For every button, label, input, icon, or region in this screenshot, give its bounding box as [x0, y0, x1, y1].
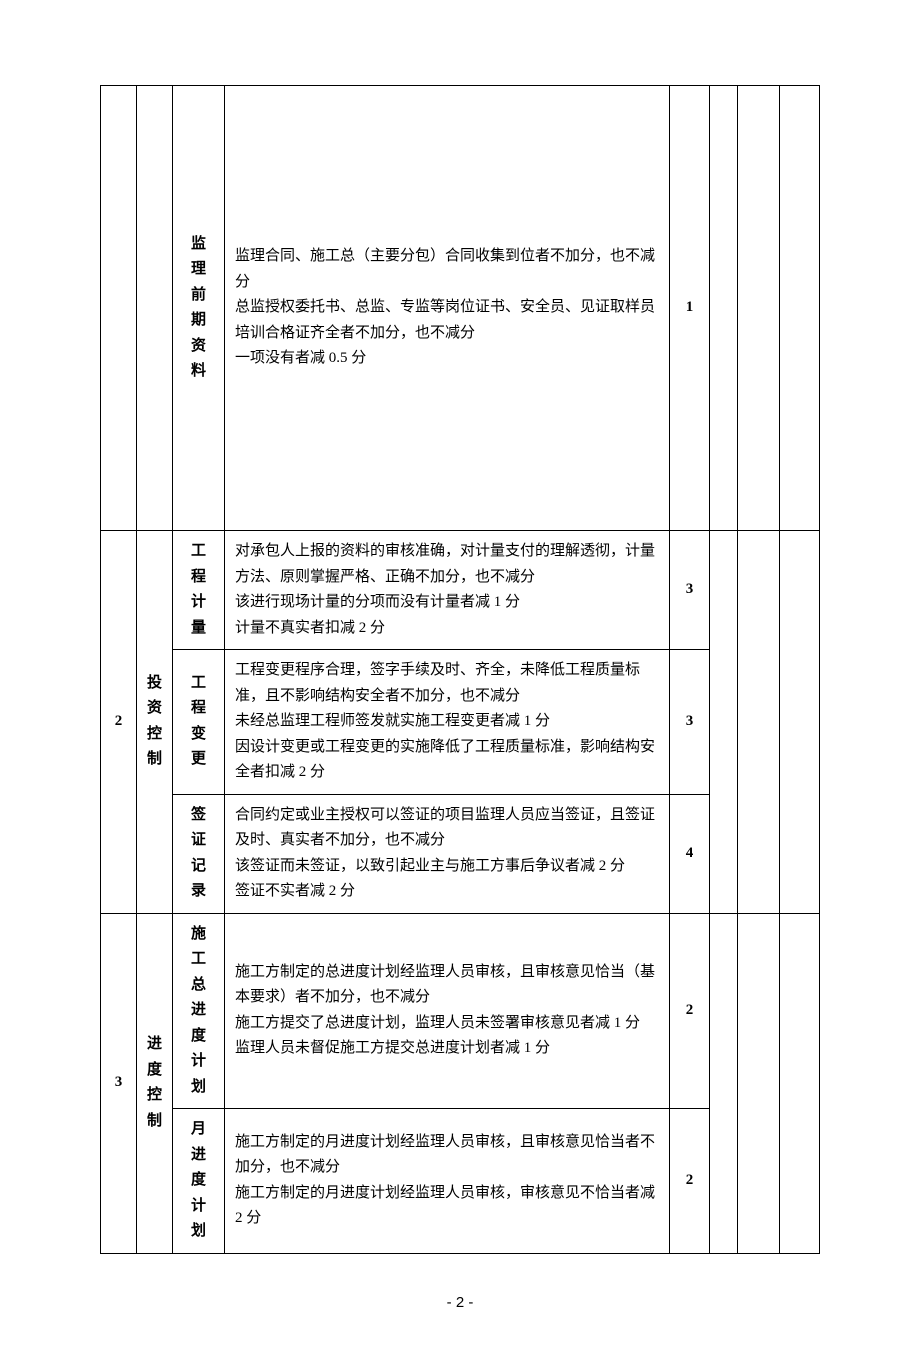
- document-page: 监理前期资料监理合同、施工总（主要分包）合同收集到位者不加分，也不减分总监授权委…: [0, 0, 920, 1351]
- empty-cell: [780, 86, 820, 531]
- subcategory-cell: 签证记录: [173, 794, 225, 913]
- description-cell: 施工方制定的总进度计划经监理人员审核，且审核意见恰当（基本要求）者不加分，也不减…: [225, 913, 670, 1109]
- score-cell: 3: [670, 650, 710, 795]
- score-cell: 1: [670, 86, 710, 531]
- subcategory-cell: 施工总进度计划: [173, 913, 225, 1109]
- empty-cell: [780, 531, 820, 914]
- score-cell: 4: [670, 794, 710, 913]
- empty-cell: [710, 913, 738, 1253]
- table-row: 2投资控制工程计量对承包人上报的资料的审核准确，对计量支付的理解透彻，计量方法、…: [101, 531, 820, 650]
- row-number-cell: 3: [101, 913, 137, 1253]
- page-number: - 2 -: [100, 1294, 820, 1311]
- score-cell: 2: [670, 913, 710, 1109]
- description-cell: 合同约定或业主授权可以签证的项目监理人员应当签证，且签证及时、真实者不加分，也不…: [225, 794, 670, 913]
- description-cell: 对承包人上报的资料的审核准确，对计量支付的理解透彻，计量方法、原则掌握严格、正确…: [225, 531, 670, 650]
- description-cell: 工程变更程序合理，签字手续及时、齐全，未降低工程质量标准，且不影响结构安全者不加…: [225, 650, 670, 795]
- scoring-table: 监理前期资料监理合同、施工总（主要分包）合同收集到位者不加分，也不减分总监授权委…: [100, 85, 820, 1254]
- category-cell: 进度控制: [137, 913, 173, 1253]
- empty-cell: [738, 86, 780, 531]
- subcategory-cell: 监理前期资料: [173, 86, 225, 531]
- empty-cell: [738, 531, 780, 914]
- table-row: 监理前期资料监理合同、施工总（主要分包）合同收集到位者不加分，也不减分总监授权委…: [101, 86, 820, 531]
- description-cell: 施工方制定的月进度计划经监理人员审核，且审核意见恰当者不加分，也不减分施工方制定…: [225, 1109, 670, 1254]
- category-cell: [137, 86, 173, 531]
- empty-cell: [780, 913, 820, 1253]
- subcategory-cell: 工程变更: [173, 650, 225, 795]
- table-row: 3进度控制施工总进度计划施工方制定的总进度计划经监理人员审核，且审核意见恰当（基…: [101, 913, 820, 1109]
- score-cell: 2: [670, 1109, 710, 1254]
- row-number-cell: 2: [101, 531, 137, 914]
- subcategory-cell: 月进度计划: [173, 1109, 225, 1254]
- score-cell: 3: [670, 531, 710, 650]
- empty-cell: [738, 913, 780, 1253]
- empty-cell: [710, 531, 738, 914]
- category-cell: 投资控制: [137, 531, 173, 914]
- row-number-cell: [101, 86, 137, 531]
- subcategory-cell: 工程计量: [173, 531, 225, 650]
- description-cell: 监理合同、施工总（主要分包）合同收集到位者不加分，也不减分总监授权委托书、总监、…: [225, 86, 670, 531]
- empty-cell: [710, 86, 738, 531]
